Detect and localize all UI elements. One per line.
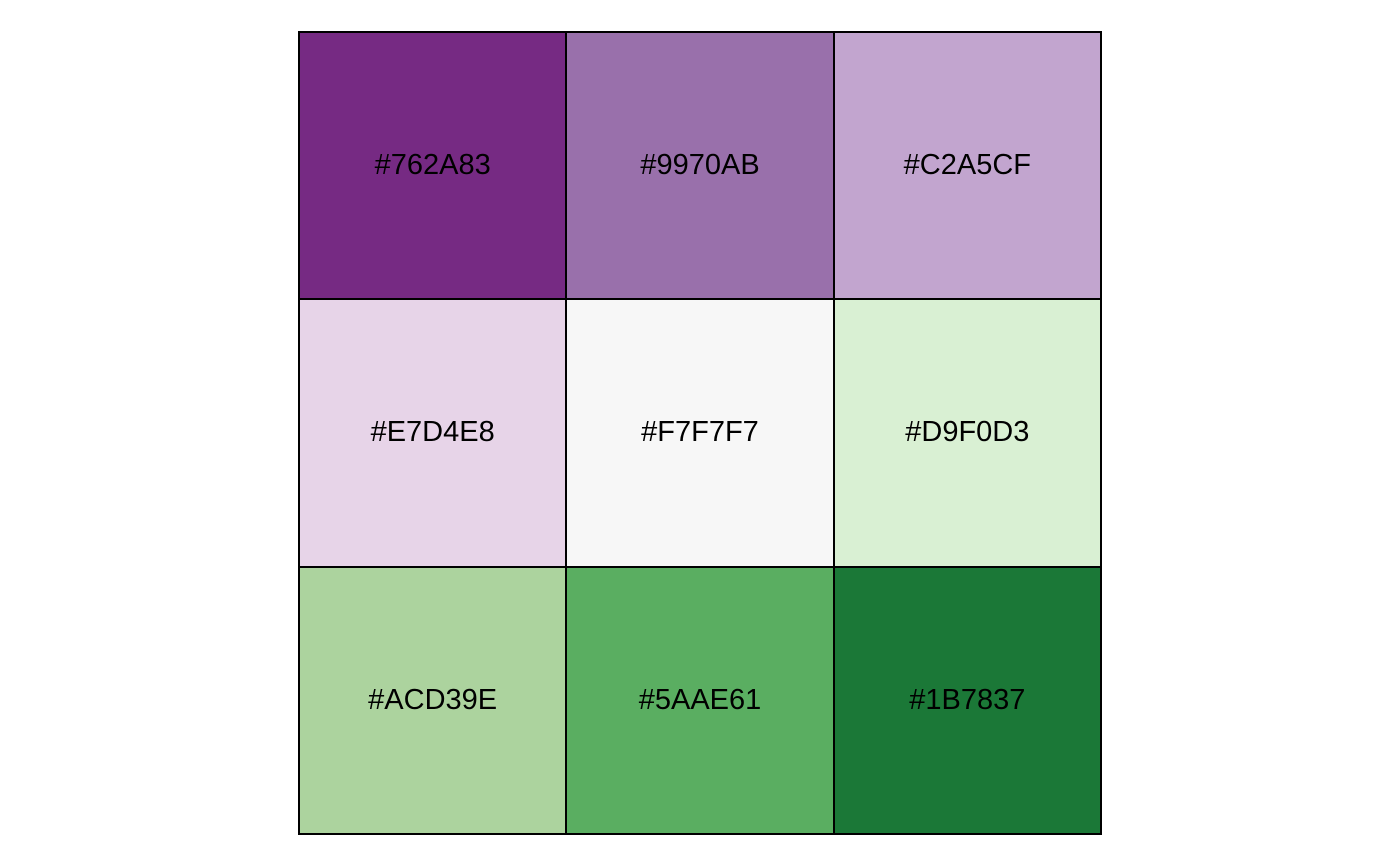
color-swatch: #E7D4E8: [299, 299, 567, 567]
swatch-hex-label: #5AAE61: [638, 683, 762, 716]
color-swatch: #5AAE61: [566, 566, 834, 834]
color-swatch: #ACD39E: [299, 566, 567, 834]
swatch-hex-label: #E7D4E8: [370, 416, 495, 449]
color-swatch: #1B7837: [833, 566, 1101, 834]
color-swatch-grid: #762A83 #9970AB #C2A5CF #E7D4E8 #F7F7F7 …: [298, 31, 1102, 835]
color-swatch: #762A83: [299, 32, 567, 300]
color-swatch: #D9F0D3: [833, 299, 1101, 567]
swatch-hex-label: #F7F7F7: [641, 416, 759, 449]
color-swatch: #C2A5CF: [833, 32, 1101, 300]
swatch-hex-label: #762A83: [374, 149, 491, 182]
swatch-hex-label: #D9F0D3: [905, 416, 1030, 449]
swatch-hex-label: #C2A5CF: [903, 149, 1031, 182]
swatch-hex-label: #9970AB: [640, 149, 760, 182]
swatch-hex-label: #ACD39E: [368, 683, 498, 716]
swatch-hex-label: #1B7837: [909, 683, 1026, 716]
color-swatch: #9970AB: [566, 32, 834, 300]
color-swatch: #F7F7F7: [566, 299, 834, 567]
